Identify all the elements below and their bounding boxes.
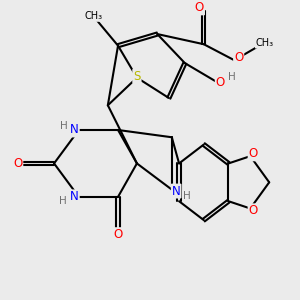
Text: CH₃: CH₃ — [84, 11, 102, 21]
Text: O: O — [234, 51, 243, 64]
Text: N: N — [70, 190, 79, 203]
Text: O: O — [195, 2, 204, 14]
Text: O: O — [13, 157, 22, 170]
Text: H: H — [227, 72, 235, 82]
Text: O: O — [249, 147, 258, 160]
Text: O: O — [216, 76, 225, 88]
Text: N: N — [70, 124, 79, 136]
Text: O: O — [249, 204, 258, 217]
Text: H: H — [60, 121, 68, 130]
Text: S: S — [133, 70, 141, 83]
Text: H: H — [59, 196, 67, 206]
Text: O: O — [113, 228, 123, 241]
Text: CH₃: CH₃ — [256, 38, 274, 48]
Text: H: H — [183, 191, 191, 201]
Text: N: N — [172, 184, 181, 197]
